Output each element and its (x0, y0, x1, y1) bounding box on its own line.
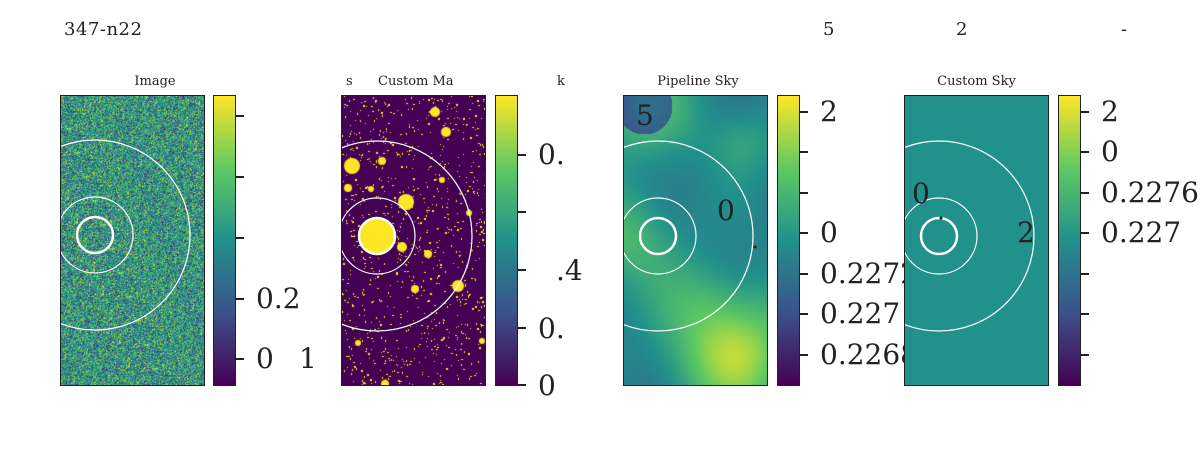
cbar-tick-label: 0 (256, 342, 274, 375)
cbar-tick-label: 0.2 (256, 282, 301, 315)
header-fragment-5: 5 (823, 19, 835, 40)
header-fragment-dash: - (1121, 19, 1128, 40)
colorbar-image (213, 95, 236, 386)
cbar-tick-label: 0.2272 (820, 257, 918, 290)
cbar-tick (518, 211, 526, 213)
panel-title-pipeline-sky: Pipeline Sky (657, 74, 739, 89)
cbar-tick (800, 192, 808, 194)
cbar-tick (518, 327, 526, 329)
colorbar-custom-sky (1058, 95, 1081, 386)
panel-title-image: Image (134, 74, 176, 89)
cbar-tick-label: 0. (538, 138, 565, 171)
heatmap-custom-sky (904, 95, 1049, 386)
heatmap-pipeline-sky (623, 95, 768, 386)
overlay-label: 2 (1017, 216, 1035, 249)
cbar-tick-label: 0 (538, 369, 556, 402)
cbar-tick (518, 269, 526, 271)
header-fragment-2: 2 (956, 19, 968, 40)
cbar-tick (1081, 151, 1089, 153)
cbar-tick (800, 313, 808, 315)
colorbar-pipeline-sky (777, 95, 800, 386)
aperture-circle (638, 216, 678, 256)
cbar-tick (800, 111, 808, 113)
cbar-tick (1081, 111, 1089, 113)
cbar-tick-label: 0.2276 (1101, 176, 1199, 209)
cbar-tick (1081, 232, 1089, 234)
heatmap-custom-mask (341, 95, 486, 386)
aperture-overlay (624, 140, 757, 332)
aperture-circle (919, 216, 959, 256)
inner-annulus-circle (624, 197, 697, 275)
outer-annulus-circle (342, 140, 473, 332)
cbar-tick (1081, 192, 1089, 194)
cbar-tick (518, 384, 526, 386)
cbar-tick (1081, 273, 1089, 275)
marker-dot (939, 216, 943, 220)
outer-annulus-circle (624, 140, 754, 332)
cbar-tick (236, 298, 244, 300)
cbar-tick (518, 154, 526, 156)
cbar-tick (800, 151, 808, 153)
cbar-tick-label: 0.227 (820, 297, 901, 330)
cbar-tick-label: 0.227 (1101, 216, 1182, 249)
cbar-tick-label: .4 (556, 254, 583, 287)
heatmap-image (60, 95, 205, 386)
colorbar-custom-mask (495, 95, 518, 386)
panel-title-right-fragment: k (557, 74, 565, 89)
overlay-label: 0 (717, 194, 735, 227)
aperture-circle (357, 216, 397, 256)
cbar-tick-label: 2 (820, 95, 838, 128)
aperture-overlay (905, 140, 1035, 332)
aperture-overlay (342, 140, 473, 332)
panel-title-custom-mask: Custom Ma (378, 74, 454, 89)
marker-dot (753, 245, 757, 249)
cbar-tick-label: 0 (1101, 135, 1119, 168)
cbar-tick (800, 273, 808, 275)
inner-annulus-circle (342, 197, 416, 275)
cbar-tick (236, 237, 244, 239)
panel-title-left-fragment: s (346, 74, 353, 89)
cbar-tick (236, 176, 244, 178)
inner-annulus-circle (905, 197, 978, 275)
cbar-tick (1081, 354, 1089, 356)
cbar-tick (800, 354, 808, 356)
panel-title-custom-sky: Custom Sky (937, 74, 1016, 89)
aperture-circle (75, 215, 115, 255)
inner-annulus-circle (61, 196, 134, 274)
outer-annulus-circle (61, 139, 191, 331)
cbar-tick (1081, 313, 1089, 315)
overlay-label: 5 (636, 99, 654, 132)
cbar-tick (800, 232, 808, 234)
outer-annulus-circle (905, 140, 1035, 332)
cbar-tick-label: 0. (538, 312, 565, 345)
cbar-tick (236, 115, 244, 117)
cbar-tick-label: 2 (1101, 95, 1119, 128)
aperture-overlay (61, 139, 191, 331)
cbar-tick-label: 0.2268 (820, 338, 918, 371)
cbar-tick-label: 0 (820, 216, 838, 249)
suptitle: 347-n22 (64, 19, 143, 40)
cbar-tick (236, 358, 244, 360)
cbar-extra-label: 1 (299, 342, 317, 375)
overlay-label: 0 (912, 177, 930, 210)
